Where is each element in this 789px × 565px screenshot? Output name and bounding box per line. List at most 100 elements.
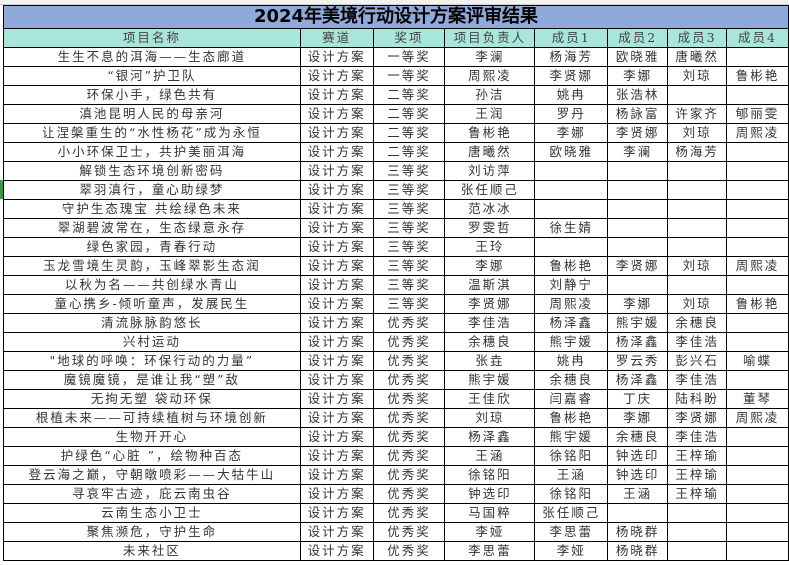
cell-award[interactable]: 优秀奖 <box>372 313 446 333</box>
cell-member-3[interactable]: 刘琼 <box>667 123 728 143</box>
cell-leader[interactable]: 杨泽鑫 <box>444 427 536 447</box>
cell-member-2[interactable] <box>607 199 669 219</box>
cell-member-3[interactable]: 刘琼 <box>667 294 728 314</box>
cell-award[interactable]: 二等奖 <box>372 123 446 143</box>
cell-leader[interactable]: 钟选印 <box>444 484 536 504</box>
cell-track[interactable]: 设计方案 <box>299 370 374 390</box>
cell-leader[interactable]: 刘琼 <box>444 408 536 428</box>
cell-member-4[interactable] <box>726 503 789 523</box>
cell-award[interactable]: 三等奖 <box>372 256 446 276</box>
cell-member-1[interactable]: 徐生婧 <box>534 218 609 238</box>
cell-project-name[interactable]: 兴村运动 <box>3 332 301 352</box>
cell-leader[interactable]: 鲁彬艳 <box>444 123 536 143</box>
cell-member-3[interactable] <box>667 503 728 523</box>
cell-member-3[interactable] <box>667 85 728 105</box>
cell-member-2[interactable]: 李澜 <box>607 142 669 162</box>
cell-member-1[interactable]: 李贤娜 <box>534 66 609 86</box>
cell-leader[interactable]: 周熙凌 <box>444 66 536 86</box>
cell-member-4[interactable] <box>726 370 789 390</box>
cell-project-name[interactable]: 小小环保卫士，共护美丽洱海 <box>3 142 301 162</box>
cell-member-3[interactable] <box>667 275 728 295</box>
cell-project-name[interactable]: 登云海之巅，守朝暾喷彩——大牯牛山 <box>3 465 301 485</box>
cell-member-2[interactable]: 丁庆 <box>607 389 669 409</box>
cell-award[interactable]: 优秀奖 <box>372 522 446 542</box>
cell-leader[interactable]: 唐曦然 <box>444 142 536 162</box>
cell-award[interactable]: 三等奖 <box>372 275 446 295</box>
cell-member-1[interactable]: 刘静宁 <box>534 275 609 295</box>
cell-member-2[interactable]: 欧晓雅 <box>607 47 669 67</box>
cell-member-3[interactable]: 李佳浩 <box>667 370 728 390</box>
cell-leader[interactable]: 范冰冰 <box>444 199 536 219</box>
cell-award[interactable]: 优秀奖 <box>372 332 446 352</box>
cell-member-3[interactable]: 王梓瑜 <box>667 446 728 466</box>
cell-award[interactable]: 三等奖 <box>372 237 446 257</box>
cell-award[interactable]: 二等奖 <box>372 104 446 124</box>
cell-member-1[interactable]: 徐铭阳 <box>534 484 609 504</box>
cell-leader[interactable]: 温斯淇 <box>444 275 536 295</box>
cell-leader[interactable]: 王润 <box>444 104 536 124</box>
cell-member-4[interactable]: 喻蝶 <box>726 351 789 371</box>
cell-track[interactable]: 设计方案 <box>299 332 374 352</box>
cell-track[interactable]: 设计方案 <box>299 237 374 257</box>
header-track[interactable]: 赛道 <box>299 28 374 48</box>
cell-award[interactable]: 优秀奖 <box>372 389 446 409</box>
cell-member-1[interactable]: 鲁彬艳 <box>534 408 609 428</box>
cell-member-1[interactable]: 李思蕾 <box>534 522 609 542</box>
cell-project-name[interactable]: 寻哀牢古迹，庇云南虫谷 <box>3 484 301 504</box>
header-member-3[interactable]: 成员3 <box>667 28 728 48</box>
cell-leader[interactable]: 罗雯哲 <box>444 218 536 238</box>
cell-award[interactable]: 三等奖 <box>372 161 446 181</box>
cell-member-4[interactable] <box>726 465 789 485</box>
cell-member-2[interactable]: 罗云秀 <box>607 351 669 371</box>
cell-award[interactable]: 优秀奖 <box>372 541 446 561</box>
cell-award[interactable]: 优秀奖 <box>372 351 446 371</box>
cell-project-name[interactable]: 环保小手，绿色共有 <box>3 85 301 105</box>
cell-member-2[interactable]: 李娜 <box>607 66 669 86</box>
cell-award[interactable]: 一等奖 <box>372 47 446 67</box>
cell-member-2[interactable]: 李娜 <box>607 408 669 428</box>
cell-award[interactable]: 一等奖 <box>372 66 446 86</box>
cell-member-2[interactable]: 钟选印 <box>607 465 669 485</box>
cell-member-4[interactable] <box>726 313 789 333</box>
header-award[interactable]: 奖项 <box>372 28 446 48</box>
cell-leader[interactable]: 张垚 <box>444 351 536 371</box>
cell-project-name[interactable]: 守护生态瑰宝 共绘绿色未来 <box>3 199 301 219</box>
cell-member-2[interactable]: 杨晓群 <box>607 522 669 542</box>
cell-member-1[interactable]: 王涵 <box>534 465 609 485</box>
cell-track[interactable]: 设计方案 <box>299 180 374 200</box>
cell-leader[interactable]: 徐铭阳 <box>444 465 536 485</box>
cell-award[interactable]: 优秀奖 <box>372 408 446 428</box>
cell-member-2[interactable] <box>607 275 669 295</box>
cell-member-2[interactable] <box>607 237 669 257</box>
cell-award[interactable]: 三等奖 <box>372 199 446 219</box>
cell-member-3[interactable] <box>667 180 728 200</box>
cell-member-4[interactable]: 郇丽雯 <box>726 104 789 124</box>
cell-project-name[interactable]: 生物开开心 <box>3 427 301 447</box>
cell-track[interactable]: 设计方案 <box>299 446 374 466</box>
cell-member-3[interactable]: 余穗良 <box>667 313 728 333</box>
cell-award[interactable]: 二等奖 <box>372 142 446 162</box>
cell-member-4[interactable]: 周熙凌 <box>726 408 789 428</box>
cell-member-3[interactable]: 杨海芳 <box>667 142 728 162</box>
cell-member-2[interactable]: 钟选印 <box>607 446 669 466</box>
cell-member-3[interactable]: 李贤娜 <box>667 408 728 428</box>
cell-member-2[interactable]: 王涵 <box>607 484 669 504</box>
cell-award[interactable]: 二等奖 <box>372 85 446 105</box>
cell-member-2[interactable] <box>607 503 669 523</box>
cell-member-4[interactable] <box>726 218 789 238</box>
header-member-4[interactable]: 成员4 <box>726 28 789 48</box>
cell-member-3[interactable]: 李佳浩 <box>667 427 728 447</box>
cell-member-4[interactable] <box>726 446 789 466</box>
cell-leader[interactable]: 王佳欣 <box>444 389 536 409</box>
cell-track[interactable]: 设计方案 <box>299 47 374 67</box>
cell-leader[interactable]: 李娜 <box>444 256 536 276</box>
header-project-name[interactable]: 项目名称 <box>3 28 301 48</box>
cell-member-4[interactable] <box>726 85 789 105</box>
cell-member-1[interactable]: 鲁彬艳 <box>534 256 609 276</box>
cell-leader[interactable]: 王玲 <box>444 237 536 257</box>
header-member-2[interactable]: 成员2 <box>607 28 669 48</box>
cell-track[interactable]: 设计方案 <box>299 142 374 162</box>
cell-member-3[interactable]: 彭兴石 <box>667 351 728 371</box>
cell-leader[interactable]: 李贤娜 <box>444 294 536 314</box>
cell-leader[interactable]: 孙洁 <box>444 85 536 105</box>
